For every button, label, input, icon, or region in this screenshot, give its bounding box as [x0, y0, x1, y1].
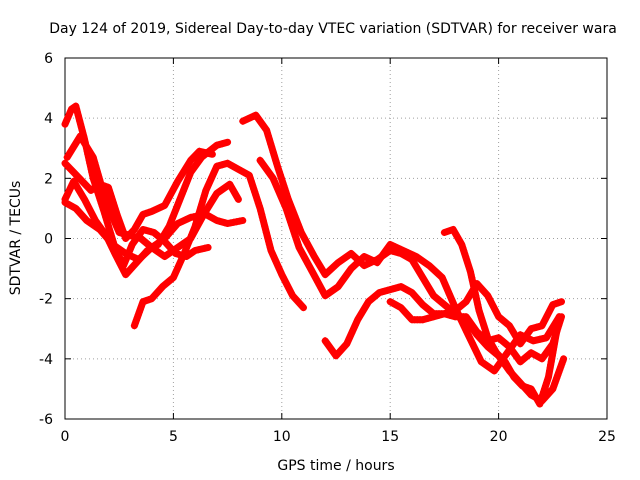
x-tick-label: 5	[169, 429, 178, 445]
y-tick-labels: -6 -4 -2 0 2 4 6	[39, 51, 53, 428]
series-line	[321, 283, 565, 366]
y-axis-label: SDTVAR / TECUs	[8, 181, 24, 296]
x-tick-labels: 0 5 10 15 20 25	[61, 429, 616, 445]
y-tick-label: 0	[44, 232, 53, 248]
x-tick-label: 15	[381, 429, 399, 445]
x-tick-label: 25	[598, 429, 616, 445]
y-tick-label: -4	[39, 352, 53, 368]
x-axis-label: GPS time / hours	[277, 458, 394, 474]
axis-ticks	[64, 57, 608, 420]
series-track-6	[130, 159, 307, 330]
x-tick-label: 0	[61, 429, 70, 445]
y-tick-label: -6	[39, 412, 53, 428]
x-tick-label: 10	[273, 429, 291, 445]
y-tick-label: 2	[44, 171, 53, 187]
series-track-9	[321, 283, 565, 366]
series-track-11	[440, 226, 563, 408]
series-markers	[130, 159, 305, 330]
y-tick-label: 6	[44, 51, 53, 67]
series-markers	[440, 226, 563, 408]
y-tick-label: -2	[39, 292, 53, 308]
series-layer	[61, 102, 568, 408]
x-tick-label: 20	[490, 429, 508, 445]
y-tick-label: 4	[44, 111, 53, 127]
chart-title: Day 124 of 2019, Sidereal Day-to-day VTE…	[49, 21, 617, 37]
